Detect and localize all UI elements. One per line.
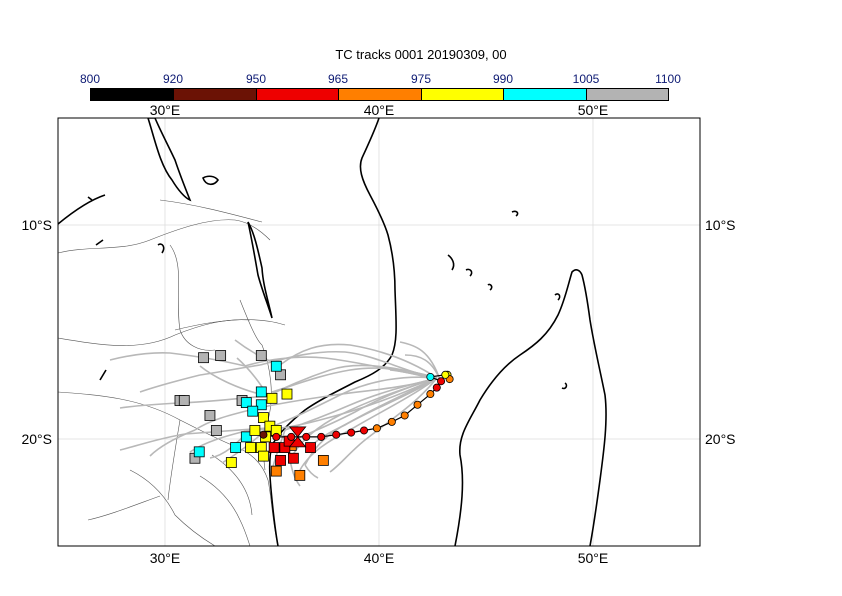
ensemble-endpoint-marker xyxy=(204,410,216,421)
observed-track-point xyxy=(317,432,326,441)
y-tick-left: 10°S xyxy=(21,217,52,233)
coastline xyxy=(58,118,607,546)
ensemble-endpoint-marker xyxy=(240,397,252,409)
ensemble-endpoint-marker xyxy=(268,442,280,453)
ensemble-endpoint-marker xyxy=(258,412,269,424)
ensemble-endpoint-marker xyxy=(317,454,329,466)
storm-position-marker-shape xyxy=(288,426,307,448)
ensemble-endpoint-marker xyxy=(255,386,267,398)
map-frame xyxy=(57,117,701,547)
observed-track-point xyxy=(360,426,369,435)
observed-track-markers xyxy=(259,370,454,441)
observed-track-point xyxy=(432,383,441,392)
observed-track-point xyxy=(413,400,422,409)
x-tick-top: 40°E xyxy=(364,102,395,118)
ensemble-endpoint-marker xyxy=(275,454,286,466)
ensemble-endpoint-marker xyxy=(198,352,209,364)
observed-track-point xyxy=(426,372,435,381)
ensemble-endpoint-marker xyxy=(193,446,205,458)
ensemble-endpoint-marker xyxy=(178,395,190,406)
legend-label: 1100 xyxy=(655,72,681,86)
observed-track-point xyxy=(347,428,356,437)
observed-track-point xyxy=(372,424,381,433)
legend-label: 965 xyxy=(327,72,349,86)
x-tick-bottom: 40°E xyxy=(364,550,395,566)
y-tick-left: 20°S xyxy=(21,431,52,447)
legend-label: 1005 xyxy=(572,72,600,86)
ensemble-endpoint-marker xyxy=(240,431,252,443)
ensemble-endpoint-marker xyxy=(230,442,242,453)
ensemble-endpoint-marker xyxy=(294,469,306,481)
legend-label: 975 xyxy=(410,72,432,86)
legend-label: 920 xyxy=(162,72,184,86)
observed-track-point xyxy=(272,432,281,441)
ensemble-endpoint-marker xyxy=(270,360,282,372)
ensemble-endpoint-marker xyxy=(270,465,282,477)
ensemble-endpoint-marker xyxy=(305,442,316,453)
chart-title: TC tracks 0001 20190309, 00 xyxy=(335,47,507,62)
ensemble-endpoint-marker xyxy=(245,442,257,453)
legend-label: 990 xyxy=(492,72,514,86)
y-tick-right: 20°S xyxy=(705,431,736,447)
x-tick-bottom: 30°E xyxy=(150,550,181,566)
legend-label: 800 xyxy=(79,72,101,86)
legend-label: 950 xyxy=(245,72,267,86)
observed-track-point xyxy=(387,417,396,426)
x-tick-bottom: 50°E xyxy=(578,550,609,566)
observed-track-point xyxy=(437,377,446,386)
ensemble-endpoint-marker xyxy=(258,450,269,462)
ensemble-endpoint-marker xyxy=(210,425,222,436)
observed-track-point xyxy=(287,432,296,441)
ensemble-endpoint-marker xyxy=(215,350,227,361)
observed-track-point xyxy=(332,430,341,439)
observed-track-point xyxy=(302,432,311,441)
legend-swatch xyxy=(586,88,669,101)
storm-position-marker xyxy=(288,426,307,448)
observed-track-point xyxy=(426,390,435,399)
x-tick-top: 50°E xyxy=(578,102,609,118)
ensemble-endpoint-marker xyxy=(249,425,261,436)
ensemble-endpoint-marker xyxy=(247,405,259,417)
ensemble-endpoint-marker xyxy=(255,399,267,411)
observed-track-point xyxy=(400,411,409,420)
observed-track-point xyxy=(441,370,450,379)
observed-track-point xyxy=(259,430,268,439)
ensemble-endpoint-marker xyxy=(225,457,237,468)
ensemble-endpoint-marker xyxy=(255,350,267,361)
x-tick-top: 30°E xyxy=(150,102,181,118)
pressure-legend: 800 920 950 965 975 990 1005 1100 xyxy=(0,0,842,110)
ensemble-endpoint-marker xyxy=(287,452,299,464)
ensemble-endpoint-marker xyxy=(281,388,293,400)
ensemble-endpoint-markers xyxy=(174,350,329,481)
country-borders xyxy=(58,199,286,546)
ensemble-endpoint-marker xyxy=(266,392,278,404)
graticule xyxy=(58,118,700,546)
y-tick-right: 10°S xyxy=(705,217,736,233)
